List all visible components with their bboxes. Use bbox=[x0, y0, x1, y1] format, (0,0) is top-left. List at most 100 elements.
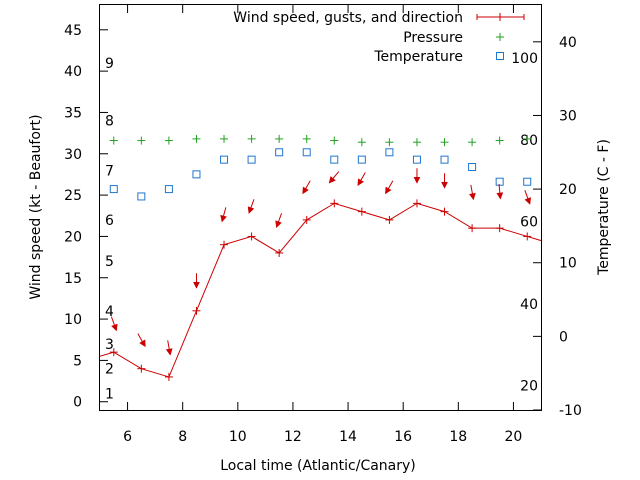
wind-arrow-head bbox=[413, 177, 421, 184]
fahrenheit-labels: 20 40 60 80 100 bbox=[511, 51, 538, 395]
temperature-point bbox=[385, 148, 394, 157]
wind-speed-point bbox=[302, 215, 311, 224]
temperature-series bbox=[109, 148, 532, 201]
legend-label: Temperature bbox=[373, 49, 463, 65]
fahrenheit-label: 20 bbox=[520, 379, 538, 395]
temperature-point bbox=[109, 185, 118, 194]
temperature-point bbox=[137, 192, 146, 201]
wind-speed-point bbox=[247, 232, 256, 241]
wind-arrow-head bbox=[441, 181, 448, 189]
y-axis-label: Wind speed (kt - Beaufort) bbox=[28, 114, 44, 299]
x-tick-label: 10 bbox=[229, 429, 247, 445]
temperature-point bbox=[357, 155, 366, 164]
wind-speed-point bbox=[275, 248, 284, 257]
y2-axis-label: Temperature (C - F) bbox=[596, 139, 612, 276]
y2-tick-label: 40 bbox=[559, 35, 577, 51]
y-tick-label: 30 bbox=[64, 147, 82, 163]
wind-arrow-head bbox=[275, 220, 282, 228]
wind-arrow bbox=[357, 172, 366, 186]
temperature-point bbox=[164, 185, 173, 194]
wind-arrow-head bbox=[385, 186, 392, 195]
pressure-point bbox=[137, 136, 146, 145]
beaufort-label: 4 bbox=[105, 304, 114, 320]
y-tick-label: 0 bbox=[73, 395, 82, 411]
temperature-point bbox=[302, 148, 311, 157]
pressure-point bbox=[523, 134, 532, 143]
wind-arrow bbox=[165, 340, 173, 356]
pressure-point bbox=[357, 138, 366, 147]
temperature-point bbox=[468, 163, 477, 171]
temperature-point bbox=[275, 148, 284, 157]
wind-arrow bbox=[220, 207, 227, 223]
temperature-point bbox=[495, 177, 504, 186]
pressure-point bbox=[385, 138, 394, 147]
y-tick-label: 35 bbox=[64, 105, 82, 121]
wind-arrow bbox=[413, 168, 421, 184]
wind-speed-point bbox=[551, 241, 559, 249]
y2-tick-label: -10 bbox=[559, 403, 582, 419]
wind-arrow-head bbox=[139, 339, 146, 348]
legend-wind-swatch bbox=[476, 13, 525, 21]
pressure-point bbox=[495, 136, 504, 145]
wind-arrow bbox=[496, 183, 504, 200]
wind-arrow-head bbox=[220, 214, 227, 223]
wind-arrow-head bbox=[302, 186, 309, 195]
wind-arrow-head bbox=[165, 348, 173, 356]
fahrenheit-label: 100 bbox=[511, 51, 538, 67]
x-axis-label: Local time (Atlantic/Canary) bbox=[220, 458, 416, 474]
pressure-point bbox=[440, 138, 449, 147]
wind-speed-point bbox=[82, 356, 90, 364]
series-layer bbox=[82, 134, 559, 381]
beaufort-label: 1 bbox=[105, 386, 114, 402]
wind-arrow bbox=[247, 199, 255, 214]
wind-arrow bbox=[137, 333, 146, 348]
beaufort-label: 8 bbox=[105, 114, 114, 130]
wind-arrow-head bbox=[357, 178, 364, 186]
wind-arrow bbox=[110, 316, 118, 332]
wind-speed-point bbox=[137, 364, 146, 373]
wind-arrow-head bbox=[496, 192, 504, 200]
legend: Wind speed, gusts, and direction Pressure… bbox=[233, 10, 525, 65]
pressure-point bbox=[468, 138, 477, 147]
beaufort-label: 5 bbox=[105, 254, 114, 270]
wind-arrow-head bbox=[247, 206, 255, 214]
y-tick-label: 45 bbox=[64, 23, 82, 39]
wind-speed-point bbox=[357, 207, 366, 216]
tick-marks bbox=[100, 5, 541, 411]
pressure-series bbox=[109, 134, 532, 147]
temperature-point bbox=[330, 155, 339, 164]
wind-arrow-head bbox=[111, 323, 118, 332]
wind-speed-point bbox=[385, 215, 394, 224]
y-tick-label: 40 bbox=[64, 64, 82, 80]
temperature-point bbox=[192, 170, 201, 179]
wind-arrow bbox=[385, 180, 394, 195]
temperature-point bbox=[220, 155, 229, 164]
temperature-point bbox=[523, 177, 532, 186]
y2-tick-label: 30 bbox=[559, 108, 577, 124]
wind-speed-point bbox=[523, 232, 532, 241]
x-tick-label: 8 bbox=[178, 429, 187, 445]
pressure-point bbox=[302, 134, 311, 143]
wind-speed-point bbox=[192, 306, 201, 315]
wind-speed-point bbox=[495, 224, 504, 233]
y-tick-label: 25 bbox=[64, 188, 82, 204]
wind-arrow bbox=[302, 180, 311, 195]
wind-arrow bbox=[524, 190, 532, 205]
wind-arrow bbox=[441, 173, 448, 189]
beaufort-label: 3 bbox=[105, 337, 114, 353]
wind-arrow bbox=[193, 273, 200, 289]
x-tick-label: 12 bbox=[284, 429, 302, 445]
wind-arrow-head bbox=[524, 197, 532, 205]
wind-arrow bbox=[328, 171, 340, 184]
x-tick-label: 18 bbox=[449, 429, 467, 445]
fahrenheit-label: 60 bbox=[520, 214, 538, 230]
wind-speed-point bbox=[330, 199, 339, 208]
pressure-point bbox=[275, 134, 284, 143]
legend-label: Wind speed, gusts, and direction bbox=[233, 10, 463, 26]
beaufort-label: 2 bbox=[105, 362, 114, 378]
wind-arrow-head bbox=[328, 176, 336, 184]
temperature-point bbox=[247, 155, 256, 164]
pressure-point bbox=[192, 134, 201, 143]
wind-speed-point bbox=[468, 224, 477, 233]
